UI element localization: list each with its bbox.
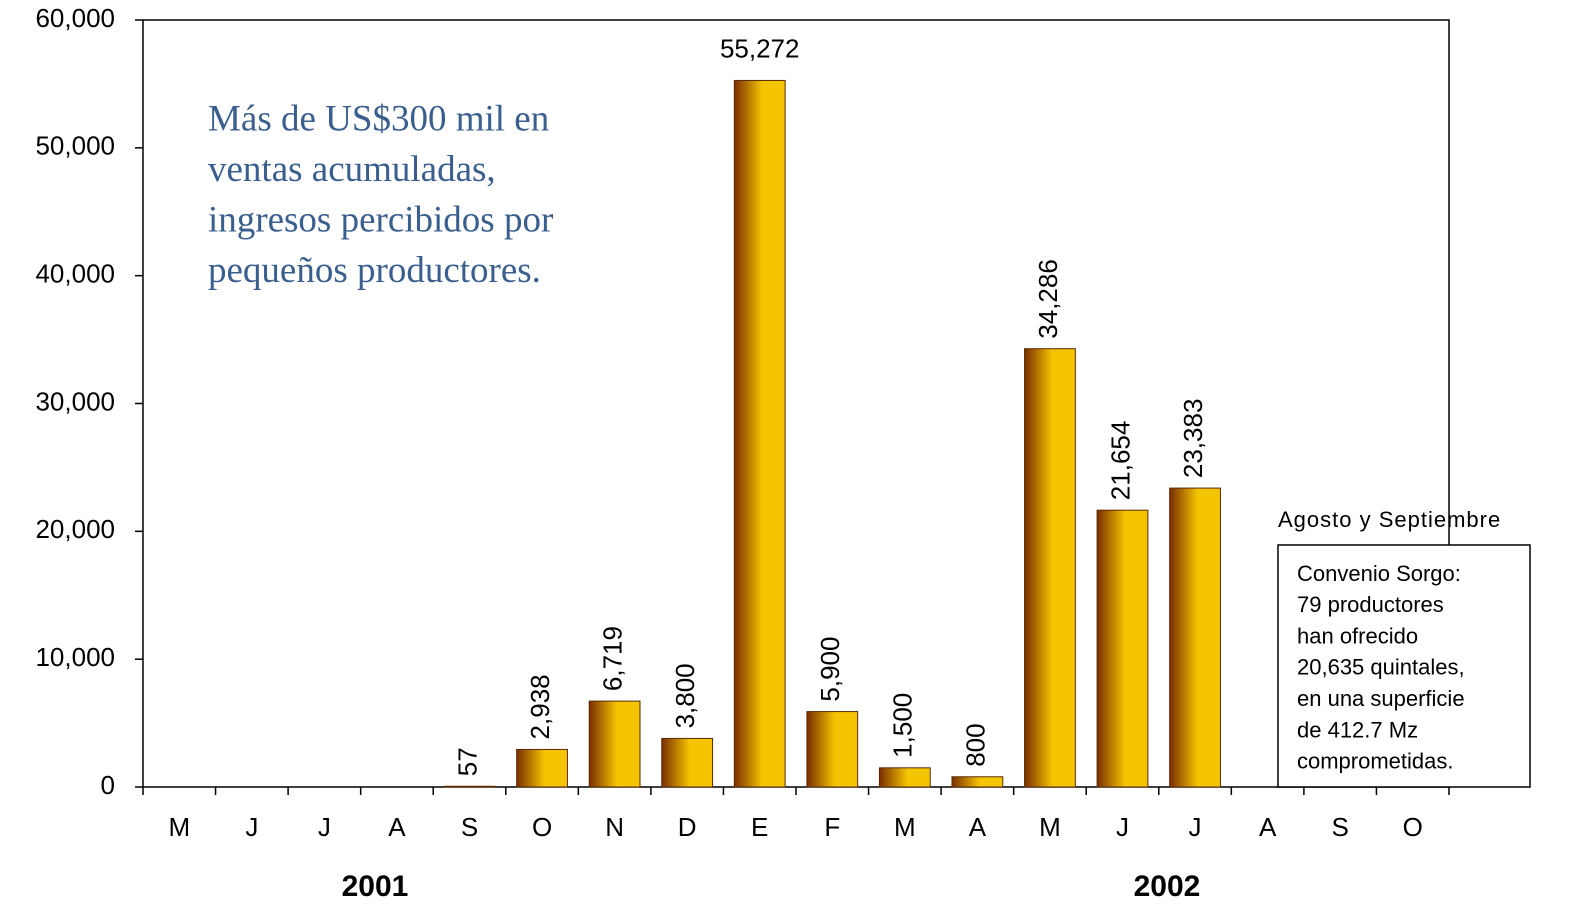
x-tick-label: N [605, 812, 624, 842]
x-tick-label: F [824, 812, 840, 842]
x-tick-label: S [461, 812, 478, 842]
bar [1024, 348, 1076, 788]
note-line: 79 productores [1297, 592, 1444, 617]
y-tick-label: 20,000 [35, 514, 115, 544]
bar [806, 711, 859, 788]
value-label: 55,272 [720, 33, 800, 63]
note-box [1277, 544, 1531, 788]
annotation: ingresos percibidos por [208, 199, 553, 240]
note-line: en una superficie [1297, 686, 1465, 711]
x-tick-label: J [1189, 812, 1202, 842]
annotation: Más de US$300 mil en [208, 98, 549, 139]
y-tick-label: 50,000 [35, 131, 115, 161]
y-tick-label: 0 [101, 770, 115, 800]
x-tick-label: J [245, 812, 258, 842]
bar [1169, 487, 1221, 788]
note-line: 20,635 quintales, [1297, 655, 1465, 680]
x-tick-label: S [1331, 812, 1348, 842]
bar [1096, 509, 1149, 788]
bar [733, 79, 786, 788]
value-label: 57 [452, 747, 482, 776]
value-label: 800 [960, 723, 990, 766]
annotation: ventas acumuladas, [208, 149, 496, 190]
x-tick-label: A [1259, 812, 1277, 842]
value-label: 2,938 [525, 674, 555, 739]
x-tick-label: O [1403, 812, 1423, 842]
y-tick-label: 40,000 [35, 259, 115, 289]
x-tick-label: J [1116, 812, 1129, 842]
x-tick-label: A [388, 812, 406, 842]
y-tick-label: 30,000 [35, 386, 115, 416]
x-tick-label: M [894, 812, 916, 842]
x-tick-label: M [1039, 812, 1061, 842]
value-label: 1,500 [888, 693, 918, 758]
value-label: 23,383 [1178, 399, 1208, 479]
y-tick-label: 60,000 [35, 3, 115, 33]
bar [661, 737, 714, 788]
year-label: 2001 [342, 870, 409, 903]
value-label: 21,654 [1105, 421, 1135, 501]
y-tick-label: 10,000 [35, 642, 115, 672]
x-tick-label: O [532, 812, 552, 842]
value-label: 6,719 [597, 626, 627, 691]
year-label: 2002 [1134, 870, 1201, 903]
note-title: Agosto y Septiembre [1278, 507, 1501, 532]
x-tick-label: J [318, 812, 331, 842]
value-label: 34,286 [1033, 259, 1063, 339]
bar [516, 748, 568, 788]
bar [878, 767, 931, 788]
bar [443, 785, 496, 788]
x-tick-label: A [969, 812, 987, 842]
x-tick-label: M [168, 812, 190, 842]
annotation: pequeños productores. [208, 250, 541, 291]
note-line: Convenio Sorgo: [1297, 561, 1461, 586]
x-tick-label: E [751, 812, 768, 842]
bar [588, 700, 641, 788]
x-tick-label: D [678, 812, 697, 842]
value-label: 5,900 [815, 637, 845, 702]
bar [951, 776, 1004, 788]
value-label: 3,800 [670, 663, 700, 728]
note-line: de 412.7 Mz [1297, 717, 1418, 742]
note-line: comprometidas. [1297, 749, 1454, 774]
note-line: han ofrecido [1297, 623, 1418, 648]
